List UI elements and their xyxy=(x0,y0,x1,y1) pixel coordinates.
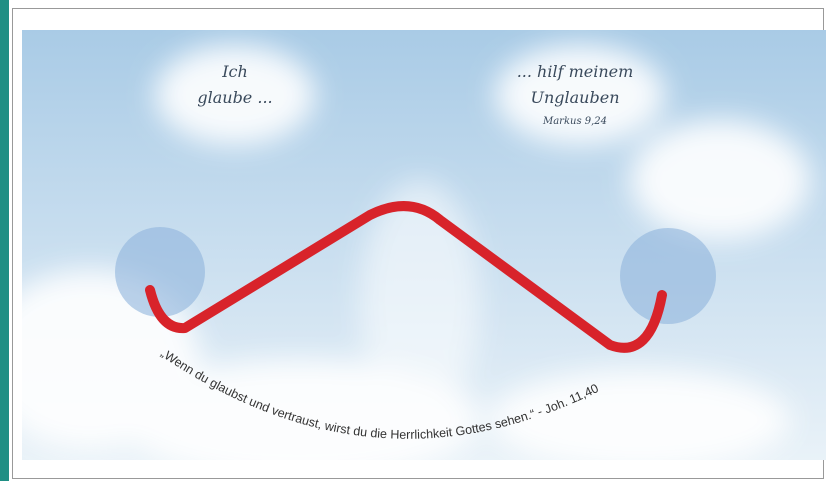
right-line: Unglauben xyxy=(530,88,619,107)
circle-left xyxy=(115,227,205,317)
left-line: Ich xyxy=(221,62,248,81)
card: Ich glaube ... ... hilf meinem Unglauben… xyxy=(0,0,826,481)
circle-right xyxy=(620,228,716,324)
left-line: glaube ... xyxy=(197,88,272,107)
reference: Markus 9,24 xyxy=(542,116,607,127)
page: Ich glaube ... ... hilf meinem Unglauben… xyxy=(0,0,826,481)
right-line: ... hilf meinem xyxy=(517,62,634,81)
